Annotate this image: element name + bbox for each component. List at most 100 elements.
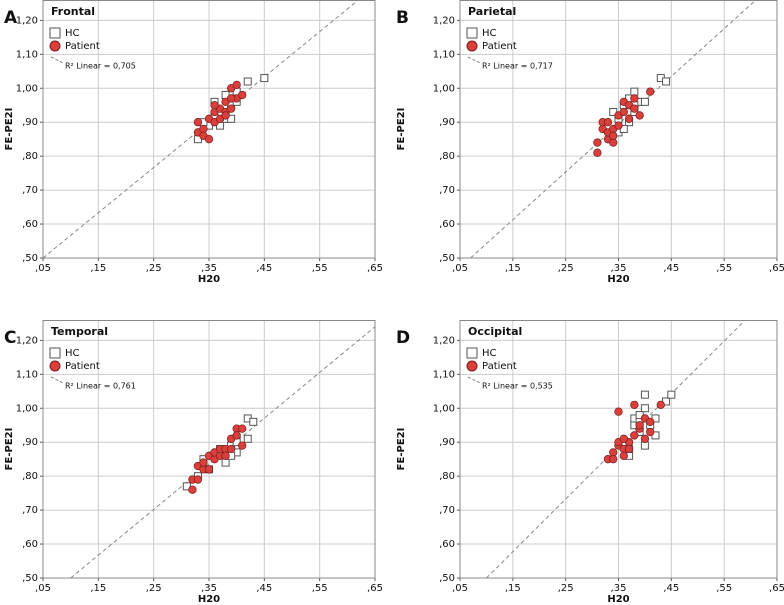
- panel: ,05 ,15 ,25 ,35 ,45 ,55 ,65 ,50 ,60 ,70 ,80 ,90 1,00…: [4, 0, 383, 285]
- x-tick-label: ,05: [452, 583, 468, 594]
- y-tick-label: ,90: [22, 437, 38, 448]
- plot-frame: [459, 320, 778, 579]
- x-tick-label: ,05: [35, 263, 51, 274]
- y-tick-label: 1,10: [433, 369, 455, 380]
- patient-point: [609, 131, 618, 140]
- y-tick-label: ,70: [22, 185, 38, 196]
- patient-point: [593, 138, 602, 147]
- patient-point: [635, 421, 644, 430]
- patient-point: [630, 400, 639, 410]
- x-tick-label: ,65: [367, 583, 383, 594]
- y-tick-label: ,50: [22, 253, 38, 264]
- x-tick-label: ,35: [201, 263, 217, 274]
- y-tick-label: ,60: [439, 219, 455, 230]
- legend-label: Patient: [65, 41, 100, 52]
- y-tick-label: ,90: [22, 117, 38, 128]
- x-axis-label: H20: [198, 274, 220, 285]
- legend-swatch: [466, 347, 478, 359]
- y-tick-label: ,80: [439, 151, 455, 162]
- hc-point: [243, 77, 252, 86]
- x-tick-label: ,65: [367, 263, 383, 274]
- patient-point: [226, 444, 236, 454]
- hc-point: [249, 417, 258, 426]
- hc-point: [667, 390, 676, 399]
- y-tick-label: ,90: [439, 437, 455, 448]
- patient-point: [614, 121, 623, 130]
- x-tick-label: ,35: [611, 263, 627, 274]
- x-tick-label: ,65: [769, 263, 784, 274]
- annotation-sample: [50, 56, 64, 64]
- y-tick-label: 1,00: [433, 83, 455, 94]
- legend-label: Patient: [65, 361, 100, 372]
- x-tick-label: ,45: [663, 583, 679, 594]
- y-tick-label: 1,20: [433, 335, 455, 346]
- annotation-sample: [50, 376, 64, 384]
- patient-point: [232, 431, 241, 440]
- x-tick-label: ,15: [505, 583, 521, 594]
- x-tick-label: ,15: [505, 263, 521, 274]
- x-axis-label: H20: [198, 594, 220, 605]
- panel: ,05 ,15 ,25 ,35 ,45 ,55 ,65 ,50 ,60 ,70 ,80 ,90 1,00…: [396, 319, 784, 605]
- patient-point: [656, 400, 665, 410]
- y-tick-label: ,50: [439, 573, 455, 584]
- patient-point: [210, 101, 219, 110]
- hc-point: [221, 458, 230, 467]
- y-tick-label: 1,10: [433, 49, 455, 60]
- patient-point: [609, 455, 618, 464]
- patient-point: [630, 104, 639, 113]
- patient-point: [646, 417, 655, 426]
- y-tick-label: ,60: [439, 539, 455, 550]
- patient-point: [624, 114, 634, 123]
- y-tick-label: ,60: [22, 219, 38, 230]
- patient-point: [593, 148, 602, 157]
- patient-point: [619, 451, 628, 460]
- annotation: R² Linear = 0,705: [65, 62, 136, 71]
- x-tick-label: ,65: [769, 583, 784, 594]
- y-tick-label: 1,00: [433, 403, 455, 414]
- x-tick-label: ,25: [558, 583, 574, 594]
- y-axis-label: FE-PE2I: [396, 108, 407, 151]
- legend-label: HC: [482, 28, 497, 39]
- patient-point: [193, 475, 203, 484]
- x-axis-label: H20: [607, 594, 629, 605]
- y-axis-label: FE-PE2I: [396, 428, 407, 471]
- panel-label: D: [396, 328, 410, 348]
- legend-swatch: [466, 40, 478, 52]
- plot-frame: [42, 320, 376, 579]
- patient-point: [199, 458, 208, 467]
- hc-point: [640, 441, 649, 450]
- hc-point: [640, 404, 649, 413]
- x-tick-label: ,55: [312, 263, 328, 274]
- patient-point: [188, 485, 197, 494]
- patient-point: [614, 407, 623, 416]
- patient-point: [193, 118, 203, 127]
- y-tick-label: ,80: [439, 471, 455, 482]
- legend-swatch: [49, 27, 61, 39]
- y-tick-label: ,70: [439, 505, 455, 516]
- x-tick-label: ,05: [35, 583, 51, 594]
- legend-label: HC: [65, 348, 80, 359]
- y-tick-label: 1,20: [16, 15, 38, 26]
- hc-point: [640, 97, 649, 106]
- x-tick-label: ,55: [716, 263, 732, 274]
- y-tick-label: ,50: [22, 573, 38, 584]
- y-tick-label: 1,10: [16, 369, 38, 380]
- x-tick-label: ,45: [256, 583, 272, 594]
- legend-label: Patient: [482, 361, 517, 372]
- panel-label: B: [396, 8, 409, 28]
- x-tick-label: ,45: [663, 263, 679, 274]
- y-tick-label: ,70: [439, 185, 455, 196]
- fit-line: [486, 319, 746, 579]
- patient-point: [238, 90, 247, 100]
- panel-label: A: [4, 8, 18, 28]
- annotation-sample: [467, 376, 481, 384]
- annotation: R² Linear = 0,761: [65, 382, 136, 391]
- y-tick-label: ,80: [22, 471, 38, 482]
- patient-point: [221, 111, 230, 120]
- y-tick-label: 1,00: [16, 83, 38, 94]
- x-tick-label: ,05: [452, 263, 468, 274]
- patient-point: [630, 94, 639, 103]
- x-tick-label: ,45: [256, 263, 272, 274]
- plot-frame: [42, 0, 376, 259]
